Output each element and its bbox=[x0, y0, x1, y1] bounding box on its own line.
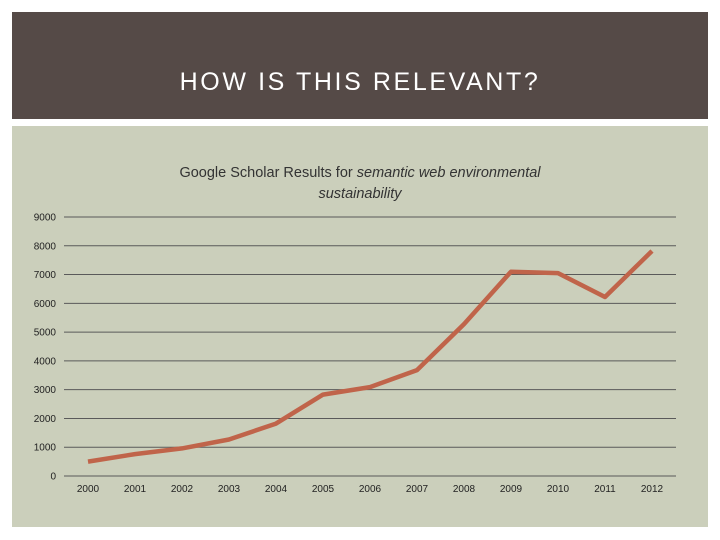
y-tick-label-5000: 5000 bbox=[34, 328, 57, 339]
x-tick-label-2003: 2003 bbox=[218, 484, 241, 495]
y-tick-label-8000: 8000 bbox=[34, 241, 57, 252]
x-tick-label-2005: 2005 bbox=[312, 484, 335, 495]
y-tick-label-2000: 2000 bbox=[34, 414, 57, 425]
y-tick-label-7000: 7000 bbox=[34, 270, 57, 281]
y-tick-label-6000: 6000 bbox=[34, 299, 57, 310]
x-tick-label-2002: 2002 bbox=[171, 484, 194, 495]
x-tick-label-2000: 2000 bbox=[77, 484, 100, 495]
title-banner: HOW IS THIS RELEVANT? bbox=[12, 12, 708, 119]
y-tick-label-0: 0 bbox=[50, 472, 56, 483]
x-tick-label-2006: 2006 bbox=[359, 484, 382, 495]
gridlines bbox=[64, 216, 676, 477]
x-tick-label-2007: 2007 bbox=[406, 484, 429, 495]
x-tick-label-2001: 2001 bbox=[124, 484, 147, 495]
y-tick-label-4000: 4000 bbox=[34, 356, 57, 367]
x-tick-label-2009: 2009 bbox=[500, 484, 523, 495]
chart-title-italic-line1: semantic web environmental bbox=[356, 165, 541, 181]
x-tick-label-2004: 2004 bbox=[265, 484, 288, 495]
slide-title: HOW IS THIS RELEVANT? bbox=[179, 68, 541, 96]
x-axis-ticks: 2000 2001 2002 2003 2004 2005 2006 2007 2008 2009… bbox=[77, 484, 664, 495]
series-layer bbox=[87, 249, 654, 464]
x-tick-label-2012: 2012 bbox=[641, 484, 664, 495]
y-axis-ticks: 0 1000 2000 3000 4000 5000 6000 7000 8000 9000 bbox=[34, 213, 57, 483]
chart-title-italic-line2: sustainability bbox=[318, 186, 402, 202]
chart-title: Google Scholar Results for semantic web … bbox=[12, 163, 708, 205]
x-tick-label-2011: 2011 bbox=[594, 484, 616, 495]
series-line-0 bbox=[87, 249, 654, 464]
y-tick-label-9000: 9000 bbox=[34, 213, 57, 224]
y-tick-label-1000: 1000 bbox=[34, 443, 57, 454]
chart-panel bbox=[12, 126, 708, 527]
y-tick-label-3000: 3000 bbox=[34, 385, 57, 396]
x-tick-label-2010: 2010 bbox=[547, 484, 570, 495]
chart-title-prefix: Google Scholar Results for bbox=[179, 165, 357, 181]
x-tick-label-2008: 2008 bbox=[453, 484, 476, 495]
